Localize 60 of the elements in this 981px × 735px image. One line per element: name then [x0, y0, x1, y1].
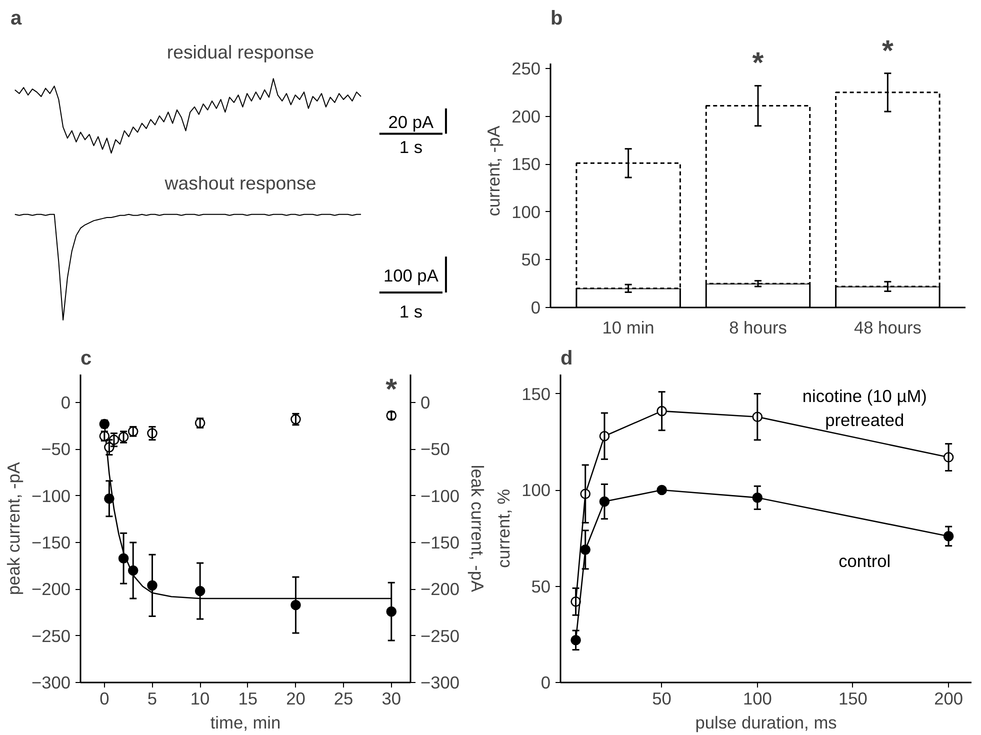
chart-subtitle: washout response	[164, 172, 316, 194]
y2-axis-title: leak current, -pA	[468, 464, 488, 593]
x-tick-label: 15	[238, 688, 258, 708]
text: 1 s	[399, 137, 423, 158]
annotation: *	[386, 372, 398, 406]
y-axis-title: current, -pA	[484, 125, 504, 216]
series-label: control	[838, 550, 891, 571]
x-tick-label: 25	[334, 688, 354, 708]
y-tick-label: 50	[521, 250, 541, 270]
x-axis-title: pulse duration, ms	[695, 712, 838, 732]
x-axis-title: time, min	[210, 712, 281, 732]
y-tick-label: 100	[512, 202, 541, 222]
x-tick-label: 150	[838, 688, 868, 708]
text: 20 pA	[388, 112, 434, 132]
series-label: nicotine (10 µM) pretreated	[802, 386, 927, 430]
x-tick-label: 50	[652, 688, 672, 708]
x-tick-label: 5	[147, 688, 158, 708]
chart-title: b	[550, 8, 563, 30]
chart-subtitle: residual response	[166, 42, 314, 62]
y-tick-label: −300	[31, 672, 70, 692]
y2-tick-label: −100	[420, 486, 460, 506]
y2-tick-label: −300	[420, 672, 460, 692]
y2-tick-label: −150	[420, 532, 460, 552]
text: 100 pA	[383, 266, 439, 286]
x-tick-label: 10	[190, 688, 210, 708]
y-tick-label: 150	[522, 384, 551, 404]
point	[656, 484, 667, 496]
y-axis-title: current, %	[494, 489, 514, 568]
y-tick-label: 50	[531, 576, 551, 596]
x-tick-label: 30	[382, 688, 402, 708]
y-tick-label: −100	[31, 486, 70, 506]
y-tick-label: 150	[512, 154, 541, 174]
y-tick-label: 0	[540, 672, 551, 692]
y-tick-label: 100	[522, 480, 551, 500]
chart-title: d	[560, 348, 573, 370]
y-axis-title: peak current, -pA	[3, 462, 24, 595]
y-tick-label: 0	[60, 392, 71, 412]
y2-tick-label: −250	[420, 626, 460, 646]
annotation: *	[882, 34, 894, 68]
y-tick-label: −150	[31, 532, 70, 552]
y2-tick-label: 0	[420, 392, 430, 412]
chart-title: c	[80, 348, 92, 370]
x-tick-label: 0	[100, 688, 110, 708]
annotation: *	[752, 46, 764, 80]
y2-tick-label: −200	[420, 579, 460, 600]
x-tick-label: 20	[286, 688, 306, 708]
y2-tick-label: −50	[420, 439, 450, 460]
chart-title: a	[10, 8, 22, 30]
text: 1 s	[399, 301, 423, 322]
y-tick-label: 250	[512, 58, 541, 79]
y-tick-label: 0	[530, 298, 541, 318]
y-tick-label: −250	[31, 626, 70, 646]
x-tick-label: 8 hours	[729, 318, 788, 338]
x-tick-label: 10 min	[602, 318, 654, 338]
x-tick-label: 48 hours	[854, 318, 922, 338]
x-tick-label: 200	[934, 688, 964, 708]
y-tick-label: −200	[31, 579, 70, 600]
y-tick-label: 200	[512, 106, 541, 126]
x-tick-label: 100	[742, 688, 772, 708]
y-tick-label: −50	[41, 439, 71, 460]
